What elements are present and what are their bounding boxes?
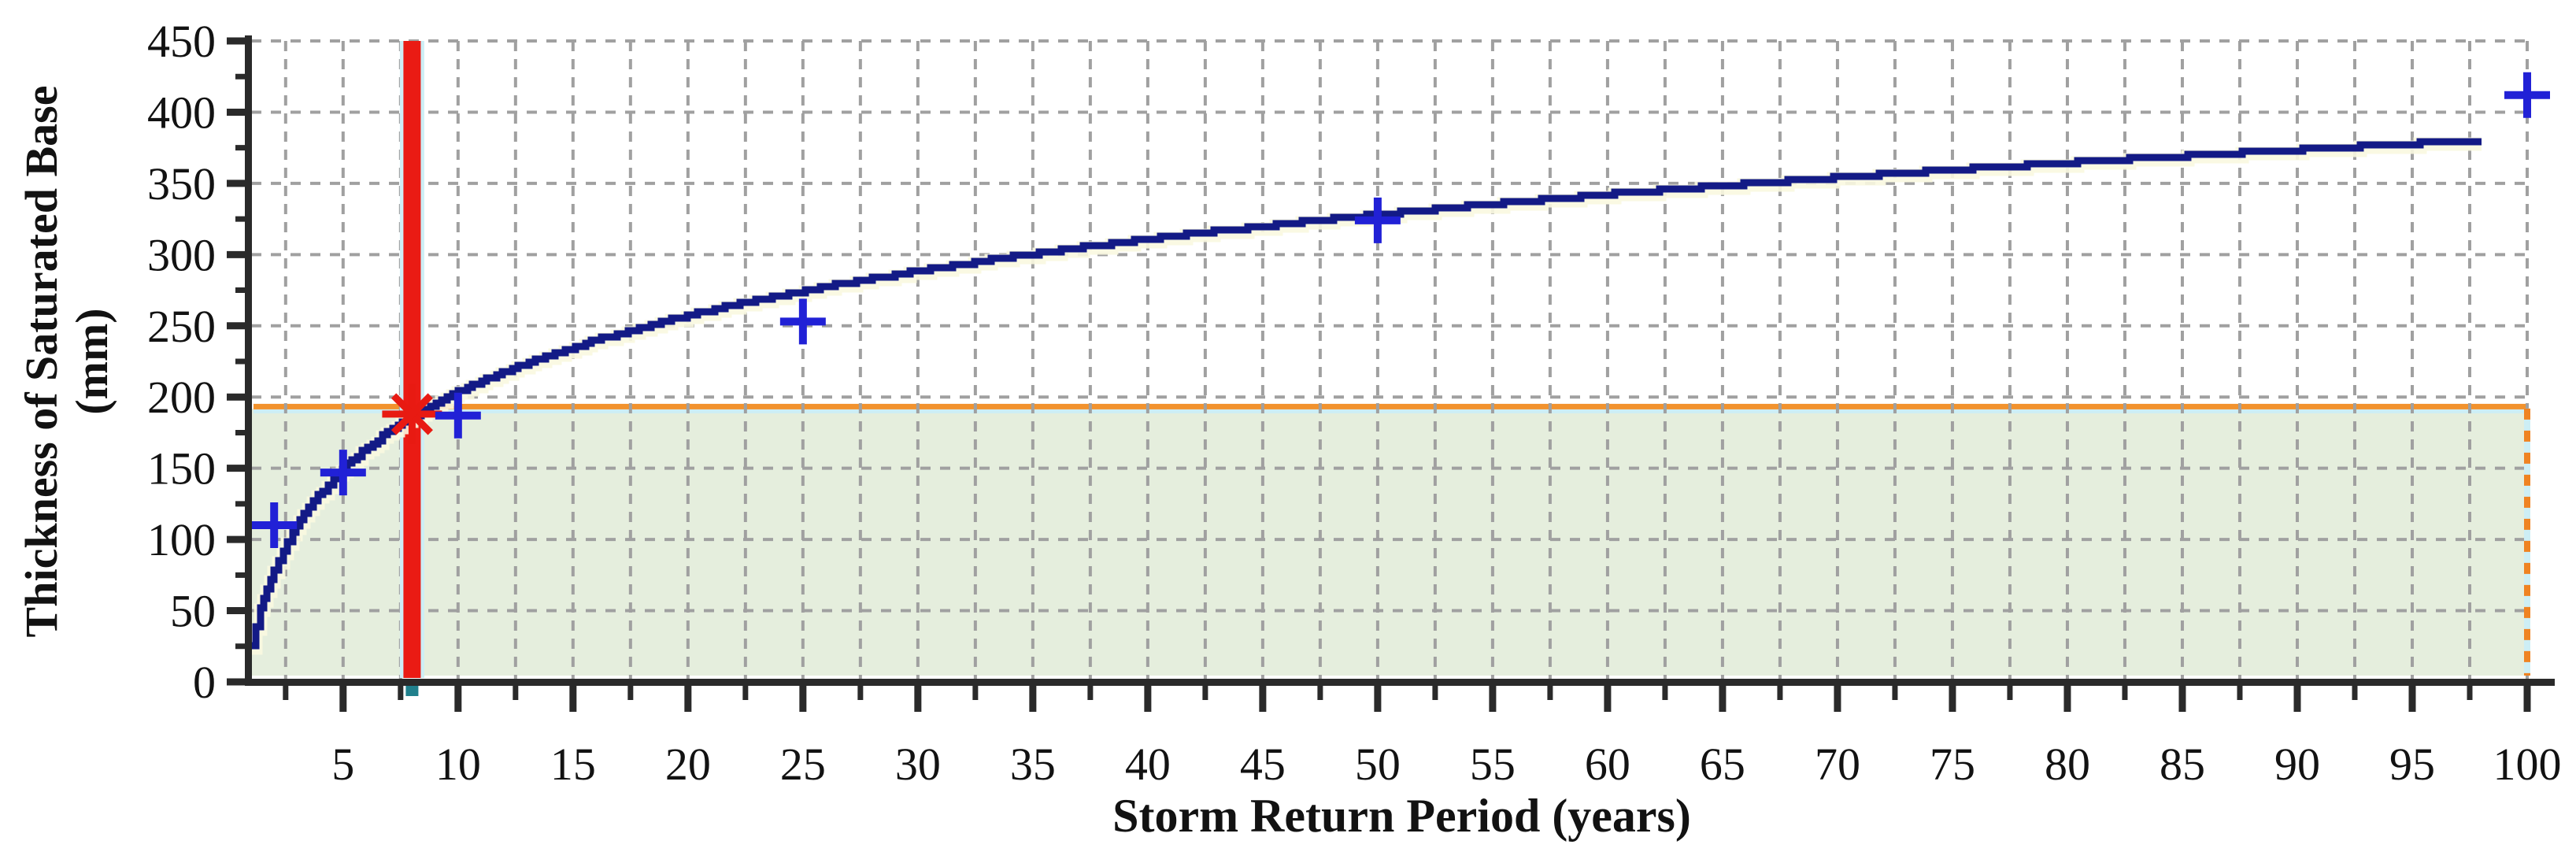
y-axis-title-line1: Thickness of Saturated Base [16,85,67,638]
x-tick-label: 5 [331,739,354,790]
y-tick-label: 250 [147,301,216,352]
y-tick-label: 0 [193,657,216,708]
y-tick-label: 300 [147,229,216,280]
design-hline-underlay [254,409,2527,413]
selected-x-axis-tick [405,686,419,696]
x-axis-title: Storm Return Period (years) [1112,790,1691,842]
x-tick-label: 75 [1930,739,1975,790]
y-tick-label: 450 [147,16,216,67]
x-tick-label: 90 [2274,739,2320,790]
x-tick-label: 85 [2160,739,2205,790]
y-tick-label: 350 [147,158,216,209]
fitted-curve [251,138,2482,650]
x-tick-label: 50 [1355,739,1401,790]
x-tick-label: 20 [665,739,711,790]
y-tick-label: 200 [147,372,216,423]
x-tick-label: 60 [1585,739,1630,790]
x-tick-label: 65 [1700,739,1745,790]
x-tick-label: 95 [2389,739,2435,790]
x-tick-label: 30 [895,739,941,790]
y-axis-title: Thickness of Saturated Base (mm) [16,85,117,638]
x-tick-label: 25 [780,739,826,790]
shaded-region [252,408,2527,676]
x-tick-label: 35 [1010,739,1056,790]
intersection-asterisk-spoke [390,393,433,435]
x-tick-label: 100 [2493,739,2562,790]
x-tick-label: 70 [1815,739,1860,790]
x-tick-label: 45 [1240,739,1286,790]
x-axis-line [245,679,2555,686]
x-tick-label: 15 [550,739,596,790]
y-tick-label: 100 [147,514,216,565]
x-tick-label: 80 [2045,739,2090,790]
x-tick-label: 10 [435,739,481,790]
selected-vline[interactable] [403,41,421,678]
y-tick-label: 50 [170,586,216,637]
x-tick-label: 40 [1125,739,1171,790]
y-tick-label: 400 [147,87,216,138]
y-tick-label: 150 [147,443,216,494]
y-axis-title-line2: (mm) [66,308,117,415]
design-hline [254,403,2527,409]
x-tick-label: 55 [1470,739,1516,790]
